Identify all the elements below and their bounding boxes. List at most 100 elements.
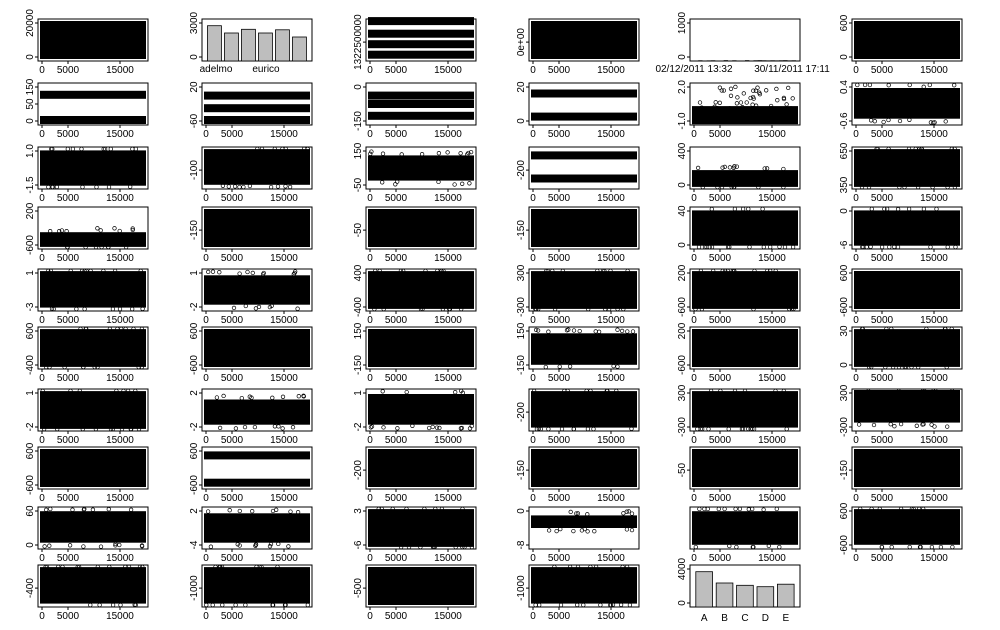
point [934,206,939,212]
point [43,564,48,570]
y-tick-label: 50 [25,98,36,110]
point [920,422,925,427]
point [283,146,288,152]
x-tick-label: 15000 [434,611,462,622]
point-cloud [40,391,146,429]
point [110,426,116,432]
point [254,564,259,570]
panel-frame [689,82,801,126]
panel-34: 150 -1500 5000 15000 [516,322,640,384]
point [886,146,891,152]
point [107,564,112,570]
point [886,117,891,123]
point [204,602,209,608]
x-tick-label: 5000 [548,493,571,504]
point [862,82,868,88]
point [921,506,926,512]
point [290,425,296,430]
point [740,105,745,110]
y-tick-label: -2 [25,422,36,431]
point [268,184,274,190]
x-tick-label: 5000 [385,493,408,504]
point [434,425,440,430]
y-tick-label: 2 [189,508,200,514]
point [928,244,933,250]
panel-13: 1.0 -1.50 5000 15000 [25,144,149,204]
point [55,426,60,432]
y-tick-label: -50 [353,177,364,192]
point [268,541,274,547]
point [117,542,122,548]
point [253,543,258,548]
point [49,146,54,152]
point [239,395,244,401]
point [47,364,52,370]
point [81,544,86,549]
point [725,268,730,274]
point [630,329,636,334]
point [431,544,436,550]
point [906,146,912,152]
point [768,268,773,274]
y-tick-label: 0 [353,84,364,90]
panel-frame [689,446,801,490]
panel-frame [201,506,313,550]
point [575,602,580,608]
point [618,602,624,607]
x-tick-label: 5000 [709,493,732,504]
point [625,329,630,334]
point [390,506,395,512]
point [418,306,424,312]
y-tick-label: 0.4 [839,80,850,94]
point-cloud [692,271,798,309]
y-tick-label: -8 [516,540,527,549]
point [725,244,731,250]
y-tick-label: -600 [677,355,688,375]
point [739,426,745,432]
point-cloud [368,271,474,309]
point-cloud [204,567,310,604]
panel-frame [528,82,640,126]
point-cloud [854,21,960,59]
panel-27: 400 -4000 5000 15000 [353,264,477,326]
point [531,388,537,394]
panel-frame [689,268,801,312]
point [121,388,126,394]
panel-frame [689,18,801,62]
x-tick-label: 15000 [597,493,625,504]
x-tick-label: 0 [203,373,209,384]
point [288,509,293,514]
point [567,564,573,570]
point [296,394,301,399]
point [740,206,746,212]
point [929,544,935,550]
panel-frame [37,446,149,490]
point [738,100,744,105]
x-tick-label: 0 [203,193,209,204]
point [255,146,260,152]
point-cloud [692,391,798,428]
y-tick-label: 150 [353,142,364,159]
point [727,165,733,170]
point [447,306,452,312]
point [781,388,786,394]
point-cloud [40,271,146,308]
point [932,424,937,429]
point [889,326,894,332]
point [102,146,108,152]
point-cloud [531,209,637,247]
point-band [204,104,310,113]
point-cloud [40,21,146,59]
panel-57: -500 0 5000 15000 [353,564,477,622]
x-tick-label: 5000 [548,253,571,264]
x-tick-label: 0 [367,553,373,564]
point [210,269,216,274]
point [259,564,264,570]
point [593,564,599,570]
panel-39: 1 -20 5000 15000 [353,388,477,446]
panel-frame [689,326,801,370]
y-tick-label: 3 [353,508,364,514]
bar [275,29,290,62]
